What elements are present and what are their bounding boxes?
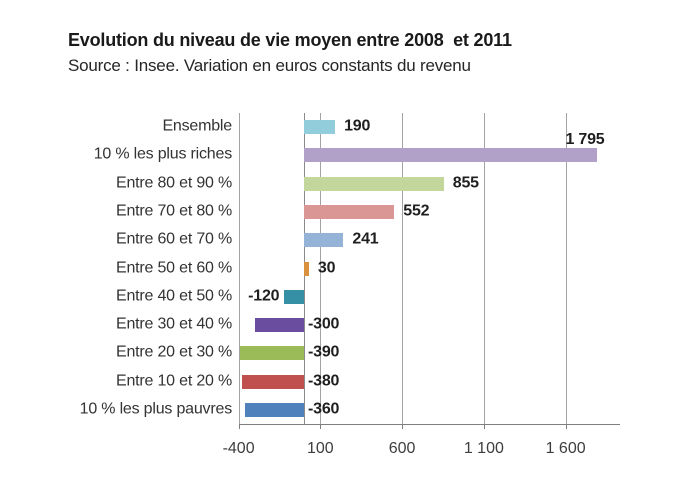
x-tick-mark [238, 424, 240, 429]
chart-subtitle: Source : Insee. Variation en euros const… [68, 56, 471, 75]
bar-value-label: 30 [317, 259, 336, 277]
bar [241, 374, 304, 389]
category-label: Entre 40 et 50 % [116, 287, 232, 305]
x-tick-label: 1 100 [463, 440, 504, 457]
x-tick-mark [565, 424, 567, 429]
category-label: Entre 30 et 40 % [116, 315, 232, 333]
gridline [238, 113, 240, 424]
bar [304, 233, 344, 248]
gridline [320, 113, 322, 424]
category-label: 10 % les plus pauvres [79, 400, 233, 418]
category-label: Entre 60 et 70 % [116, 230, 232, 248]
category-label: Ensemble [162, 117, 232, 135]
chart-title: Evolution du niveau de vie moyen entre 2… [68, 30, 512, 50]
bar [284, 289, 304, 304]
bar-value-label: 190 [344, 117, 371, 135]
gridline [483, 113, 485, 424]
bar [304, 261, 309, 276]
bar [304, 176, 444, 191]
bar-value-label: -300 [308, 315, 340, 333]
category-label: Entre 20 et 30 % [116, 343, 232, 361]
x-tick-mark [402, 424, 404, 429]
x-tick-mark [483, 424, 485, 429]
category-label: Entre 50 et 60 % [116, 259, 232, 277]
bar [304, 204, 395, 219]
bar-value-label: 241 [352, 230, 379, 248]
bar-value-label: -390 [308, 343, 340, 361]
category-label: Entre 80 et 90 % [116, 174, 232, 192]
bar-value-label: -360 [308, 400, 340, 418]
bar-value-label: -380 [308, 372, 340, 390]
bar-value-label: 855 [452, 174, 479, 192]
bar [245, 402, 304, 417]
x-tick-label: 600 [388, 440, 416, 457]
x-tick-label: 100 [306, 440, 334, 457]
bar-value-label: -120 [248, 287, 280, 305]
category-label: Entre 10 et 20 % [116, 372, 232, 390]
bar [254, 318, 304, 333]
bar-value-label: 552 [403, 202, 430, 220]
bar [240, 346, 304, 361]
x-tick-label: 1 600 [545, 440, 586, 457]
category-label: Entre 70 et 80 % [116, 202, 232, 220]
x-axis-line [238, 424, 620, 425]
category-label: 10 % les plus riches [93, 146, 232, 164]
bar [304, 148, 598, 163]
bar [304, 120, 336, 135]
x-tick-mark [320, 424, 322, 429]
gridline [402, 113, 404, 424]
x-tick-label: -400 [222, 440, 255, 457]
gridline [565, 113, 567, 424]
bar-value-label: 1 795 [565, 131, 605, 149]
